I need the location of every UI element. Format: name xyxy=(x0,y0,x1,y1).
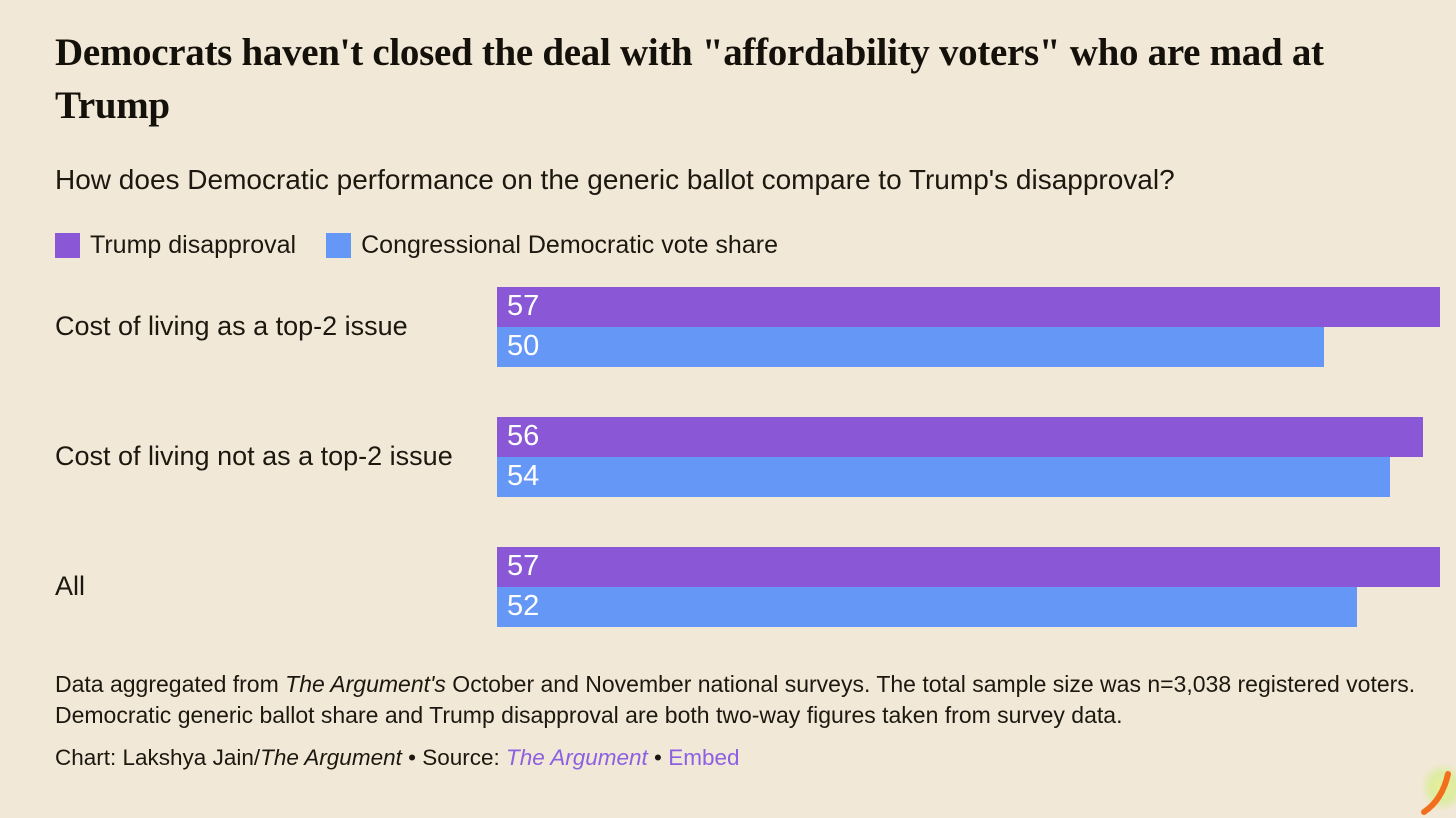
credit-line: Chart: Lakshya Jain/The Argument • Sourc… xyxy=(55,743,1440,773)
bar-trump-disapproval: 57 xyxy=(497,286,1440,327)
bar-value-label: 56 xyxy=(507,420,540,453)
credit-text: Chart: Lakshya Jain/ xyxy=(55,744,261,770)
legend-swatch-icon xyxy=(55,232,80,258)
chart-subtitle: How does Democratic performance on the g… xyxy=(55,163,1175,195)
bar-dem-vote-share: 52 xyxy=(497,586,1358,627)
bar-value-label: 52 xyxy=(507,590,540,623)
bar-dem-vote-share: 54 xyxy=(497,456,1391,497)
bar-value-label: 57 xyxy=(507,290,540,323)
category-label: Cost of living not as a top-2 issue xyxy=(55,440,453,471)
legend-label: Congressional Democratic vote share xyxy=(361,230,778,259)
bar-value-label: 57 xyxy=(507,550,540,583)
bar-trump-disapproval: 57 xyxy=(497,546,1440,587)
bar-trump-disapproval: 56 xyxy=(497,416,1424,457)
bar-group: 56 54 xyxy=(497,416,1440,497)
bar-group: 57 50 xyxy=(497,286,1440,367)
legend-item-0: Trump disapproval xyxy=(55,230,297,259)
chart-row: Cost of living as a top-2 issue 57 50 xyxy=(55,286,1440,367)
credit-text: • Source: xyxy=(401,744,507,770)
bar-chart: Cost of living as a top-2 issue 57 50 Cost … xyxy=(55,286,1440,627)
legend: Trump disapproval Congressional Democrati… xyxy=(55,230,1440,259)
bar-value-label: 54 xyxy=(507,460,540,493)
notes-text: The Argument's xyxy=(285,670,446,697)
embed-link[interactable]: Embed xyxy=(668,744,740,770)
credit-text: • xyxy=(647,744,669,770)
notes-text: October and November national surveys. T… xyxy=(55,670,1416,728)
chart-card: Democrats haven't closed the deal with "… xyxy=(0,26,1456,818)
legend-swatch-icon xyxy=(326,232,352,258)
chart-notes: Data aggregated from The Argument's Octo… xyxy=(55,669,1440,731)
category-label: All xyxy=(55,570,86,601)
legend-label: Trump disapproval xyxy=(90,230,297,259)
bar-group: 57 52 xyxy=(497,546,1440,627)
legend-item-1: Congressional Democratic vote share xyxy=(326,230,778,259)
bar-value-label: 50 xyxy=(507,330,540,363)
chart-row: Cost of living not as a top-2 issue 56 54 xyxy=(55,416,1440,497)
source-link[interactable]: The Argument xyxy=(506,744,648,770)
category-label: Cost of living as a top-2 issue xyxy=(55,310,408,341)
credit-text: The Argument xyxy=(260,744,402,770)
notes-text: Data aggregated from xyxy=(55,670,286,697)
bar-dem-vote-share: 50 xyxy=(497,326,1325,367)
flame-swoosh-icon xyxy=(1421,771,1451,815)
chart-row: All 57 52 xyxy=(55,546,1440,627)
publisher-logo xyxy=(1414,756,1456,818)
chart-title: Democrats haven't closed the deal with "… xyxy=(55,31,1324,128)
